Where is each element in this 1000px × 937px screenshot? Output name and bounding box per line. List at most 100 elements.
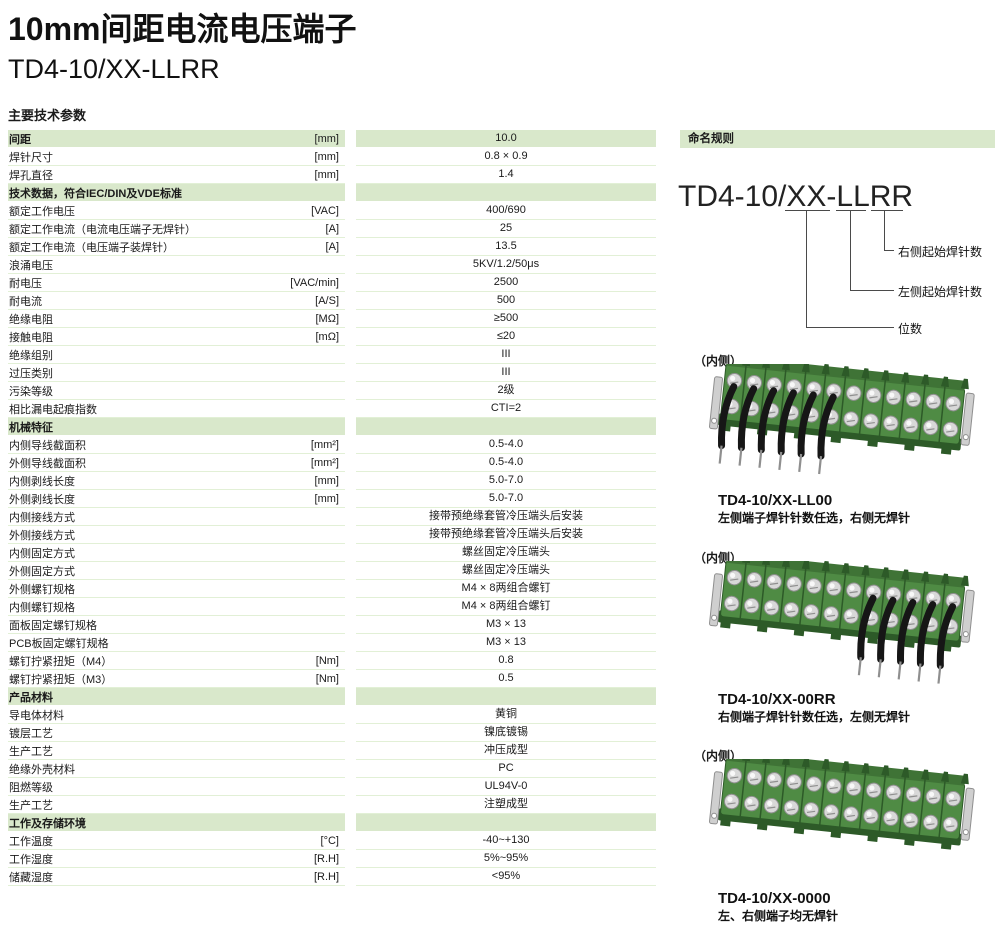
param-cell: 内侧螺钉规格 <box>8 598 345 616</box>
table-section-row: 产品材料 <box>8 688 656 706</box>
param-unit: [R.H] <box>313 852 339 865</box>
diagram-underline-rr <box>871 210 903 211</box>
table-row: 外侧接线方式 接带预绝缘套管冷压端头后安装 <box>8 526 656 544</box>
param-value: ≤20 <box>356 328 656 346</box>
param-cell: 内侧剥线长度 [mm] <box>8 472 345 490</box>
table-row: 内侧导线截面积 [mm²] 0.5-4.0 <box>8 436 656 454</box>
table-row: 焊针尺寸 [mm] 0.8 × 0.9 <box>8 148 656 166</box>
param-label: 生产工艺 <box>9 799 53 812</box>
param-unit: [°C] <box>320 834 339 847</box>
param-label: 相比漏电起痕指数 <box>9 403 97 416</box>
param-label: 焊针尺寸 <box>9 151 53 164</box>
param-unit: [A] <box>325 240 339 253</box>
table-row: 浪涌电压 5KV/1.2/50μs <box>8 256 656 274</box>
param-label: 绝缘组别 <box>9 349 53 362</box>
product-description: 左侧端子焊针针数任选，右侧无焊针 <box>718 511 911 525</box>
param-label: 外侧剥线长度 <box>9 493 75 506</box>
param-label: 污染等级 <box>9 385 53 398</box>
param-value: PC <box>356 760 656 778</box>
diagram-vline-rr <box>884 210 885 250</box>
param-cell: 技术数据，符合IEC/DIN及VDE标准 <box>8 184 345 202</box>
table-row: 工作温度 [°C] -40~+130 <box>8 832 656 850</box>
page-subtitle: TD4-10/XX-LLRR <box>8 54 220 84</box>
table-row: 外侧固定方式 螺丝固定冷压端头 <box>8 562 656 580</box>
param-unit: [R.H] <box>313 870 339 883</box>
param-label: 内侧接线方式 <box>9 511 75 524</box>
table-row: 螺钉拧紧扭矩（M4） [Nm] 0.8 <box>8 652 656 670</box>
param-label: 额定工作电流（电流电压端子无焊针） <box>9 223 196 236</box>
param-value: 0.8 <box>356 652 656 670</box>
param-value: -40~+130 <box>356 832 656 850</box>
param-value: III <box>356 346 656 364</box>
table-row: 耐电流 [A/S] 500 <box>8 292 656 310</box>
param-value: 0.8 × 0.9 <box>356 148 656 166</box>
table-header-row: 间距 [mm] 10.0 <box>8 130 656 148</box>
param-label: 浪涌电压 <box>9 259 53 272</box>
product-image-terminal-block-left-pins <box>709 364 975 475</box>
param-value: 螺丝固定冷压端头 <box>356 562 656 580</box>
param-value: 5.0-7.0 <box>356 472 656 490</box>
param-unit: [mm] <box>314 492 339 505</box>
param-value: 0.5-4.0 <box>356 436 656 454</box>
diagram-vline-ll <box>850 210 851 290</box>
param-label: 工作湿度 <box>9 853 53 866</box>
param-value: 1.4 <box>356 166 656 184</box>
param-label: 外侧螺钉规格 <box>9 583 75 596</box>
param-cell: 内侧接线方式 <box>8 508 345 526</box>
table-row: 外侧螺钉规格 M4 × 8两组合螺钉 <box>8 580 656 598</box>
param-cell: 面板固定螺钉规格 <box>8 616 345 634</box>
param-cell: 导电体材料 <box>8 706 345 724</box>
param-unit: [mm²] <box>310 456 339 469</box>
param-cell: 外侧螺钉规格 <box>8 580 345 598</box>
param-cell: 阻燃等级 <box>8 778 345 796</box>
param-cell: 外侧导线截面积 [mm²] <box>8 454 345 472</box>
param-cell: 过压类别 <box>8 364 345 382</box>
param-unit: [mm] <box>314 150 339 163</box>
param-value: 5.0-7.0 <box>356 490 656 508</box>
param-cell: 产品材料 <box>8 688 345 706</box>
param-label: PCB板固定螺钉规格 <box>9 637 109 650</box>
param-value: 黄铜 <box>356 706 656 724</box>
param-value: 13.5 <box>356 238 656 256</box>
param-label: 额定工作电流（电压端子装焊针） <box>9 241 174 254</box>
param-cell: 间距 [mm] <box>8 130 345 148</box>
param-unit: [VAC/min] <box>290 276 339 289</box>
param-value: 接带预绝缘套管冷压端头后安装 <box>356 508 656 526</box>
param-unit: [A] <box>325 222 339 235</box>
product-description: 右侧端子焊针针数任选，左侧无焊针 <box>718 710 911 724</box>
param-label: 绝缘电阻 <box>9 313 53 326</box>
param-label: 产品材料 <box>9 691 53 704</box>
param-cell: 内侧导线截面积 [mm²] <box>8 436 345 454</box>
table-row: 生产工艺 注塑成型 <box>8 796 656 814</box>
table-row: 污染等级 2级 <box>8 382 656 400</box>
param-value: UL94V-0 <box>356 778 656 796</box>
param-label: 耐电流 <box>9 295 42 308</box>
param-unit: [A/S] <box>315 294 339 307</box>
param-value: CTI=2 <box>356 400 656 418</box>
param-value: III <box>356 364 656 382</box>
param-value: 25 <box>356 220 656 238</box>
param-cell: 机械特征 <box>8 418 345 436</box>
param-value: 500 <box>356 292 656 310</box>
param-unit: [VAC] <box>311 204 339 217</box>
param-cell: 外侧固定方式 <box>8 562 345 580</box>
param-unit: [Nm] <box>315 654 339 667</box>
diagram-underline-xx <box>785 210 830 211</box>
table-row: 内侧接线方式 接带预绝缘套管冷压端头后安装 <box>8 508 656 526</box>
param-label: 螺钉拧紧扭矩（M4） <box>9 655 113 668</box>
table-row: 外侧导线截面积 [mm²] 0.5-4.0 <box>8 454 656 472</box>
param-label: 额定工作电压 <box>9 205 75 218</box>
table-row: 阻燃等级 UL94V-0 <box>8 778 656 796</box>
param-value: ≥500 <box>356 310 656 328</box>
param-value: 5%~95% <box>356 850 656 868</box>
param-label: 生产工艺 <box>9 745 53 758</box>
param-label: 工作及存储环境 <box>9 817 86 830</box>
param-value: M3 × 13 <box>356 634 656 652</box>
diagram-vline-xx <box>806 210 807 327</box>
param-unit: [MΩ] <box>315 312 340 325</box>
param-value: 5KV/1.2/50μs <box>356 256 656 274</box>
param-value: 0.5-4.0 <box>356 454 656 472</box>
param-label: 内侧固定方式 <box>9 547 75 560</box>
param-value: 2级 <box>356 382 656 400</box>
product-model: TD4-10/XX-LL00 <box>718 492 833 509</box>
